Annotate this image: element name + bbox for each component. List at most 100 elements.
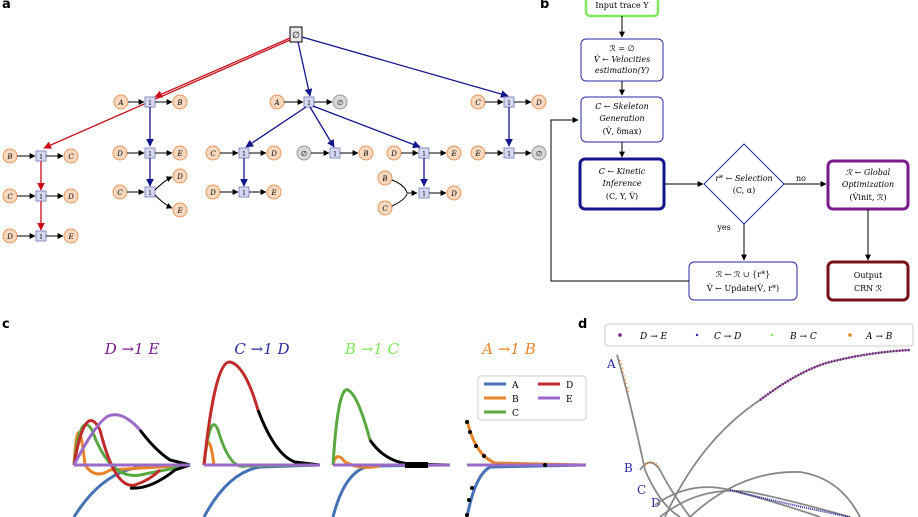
svg-text:1: 1 — [307, 100, 311, 107]
svg-text:C: C — [382, 205, 388, 213]
svg-text:C: C — [68, 153, 74, 161]
svg-text:D: D — [535, 99, 542, 107]
svg-text:A: A — [273, 99, 279, 107]
svg-text:D: D — [6, 233, 13, 241]
edge-root-cd — [301, 36, 509, 98]
legend-d-e: D → E — [639, 332, 667, 342]
edge-root-red — [43, 39, 291, 149]
panel-c-plots: D →1 E C →1 D B →1 C A →1 B — [72, 340, 587, 517]
legend-b: B — [512, 395, 519, 405]
title-c-d: C →1 D — [234, 340, 289, 358]
panel-label-b: b — [540, 0, 549, 12]
svg-text:ℛ = ∅: ℛ = ∅ — [609, 44, 634, 53]
svg-text:A: A — [117, 99, 123, 107]
svg-text:E: E — [474, 150, 480, 158]
reaction-d-e-2: D 1 E — [112, 145, 188, 161]
input-label: Input trace Y — [595, 1, 649, 10]
reaction-c-d-2: C 1 D — [2, 188, 79, 204]
svg-text:1: 1 — [507, 100, 511, 107]
svg-text:E: E — [67, 233, 73, 241]
svg-text:Output: Output — [854, 271, 883, 280]
panel-d-plot: D → E C → D B → C A → B A B C D — [604, 323, 914, 517]
svg-text:D: D — [176, 173, 183, 181]
reaction-tree: ∅ A 1 B A 1 ∅ — [2, 26, 547, 244]
svg-text:1: 1 — [422, 191, 426, 198]
reaction-bc-d: B C 1 D — [377, 170, 462, 216]
reaction-a-empty: A 1 ∅ — [269, 94, 348, 110]
svg-text:C: C — [210, 150, 216, 158]
svg-text:D: D — [270, 150, 277, 158]
title-a-b: A →1 B — [480, 340, 536, 358]
svg-text:1: 1 — [422, 151, 426, 158]
svg-text:∅: ∅ — [301, 150, 307, 158]
svg-text:B: B — [6, 153, 12, 161]
svg-text:1: 1 — [148, 100, 152, 107]
legend-a-b: A → B — [865, 332, 893, 342]
yes-label: yes — [716, 223, 730, 232]
legend-a: A — [511, 381, 519, 391]
svg-text:C ← Skeleton: C ← Skeleton — [595, 102, 648, 111]
svg-text:(V̂init, ℛ): (V̂init, ℛ) — [850, 193, 887, 202]
svg-text:1: 1 — [148, 151, 152, 158]
svg-text:B: B — [176, 99, 182, 107]
output-box — [826, 260, 910, 302]
svg-text:C ← Kinetic: C ← Kinetic — [599, 167, 646, 176]
flowchart: Input trace Y ℛ = ∅ V̂ ← Velocities esti… — [550, 0, 910, 302]
svg-text:E: E — [176, 150, 182, 158]
label-d: D — [651, 496, 661, 510]
svg-text:1: 1 — [242, 190, 246, 197]
reaction-b-c: B 1 C — [2, 148, 79, 164]
panel-label-c: c — [2, 317, 10, 332]
selection-diamond — [703, 143, 785, 225]
svg-text:B: B — [381, 175, 387, 183]
title-d-e: D →1 E — [104, 340, 160, 358]
label-c: C — [637, 483, 646, 497]
plot-3 — [331, 388, 451, 517]
legend-e: E — [566, 395, 573, 405]
reaction-e-empty: E 1 ∅ — [470, 145, 547, 161]
svg-text:1: 1 — [39, 154, 43, 161]
edge-root-a0 — [297, 41, 313, 97]
svg-text:Generation: Generation — [599, 114, 644, 123]
svg-text:ℛ ← Global: ℛ ← Global — [846, 168, 891, 177]
svg-text:1: 1 — [333, 151, 337, 158]
svg-text:(C, Y, V̂): (C, Y, V̂) — [606, 192, 638, 201]
svg-text:D: D — [67, 193, 74, 201]
legend-c: C — [512, 409, 519, 419]
svg-text:D: D — [450, 190, 457, 198]
reaction-c-d: C 1 D — [470, 94, 547, 110]
svg-text:B: B — [362, 150, 368, 158]
svg-text:E: E — [450, 150, 456, 158]
svg-text:D: D — [390, 150, 397, 158]
svg-text:r* ← Selection: r* ← Selection — [715, 174, 772, 183]
svg-text:∅: ∅ — [536, 150, 542, 158]
label-a: A — [606, 357, 616, 371]
legend-d: D — [566, 381, 573, 391]
reaction-d-e-4: D 1 E — [386, 145, 462, 161]
svg-text:V̂ ← Velocities: V̂ ← Velocities — [594, 55, 650, 64]
svg-text:1: 1 — [507, 151, 511, 158]
svg-text:C: C — [7, 193, 13, 201]
svg-text:V̂ ← Update(V̂, r*): V̂ ← Update(V̂, r*) — [706, 284, 779, 293]
update-box — [688, 261, 798, 301]
edge-root-ab — [154, 37, 291, 98]
svg-text:Inference: Inference — [602, 179, 642, 188]
reaction-c-d-e: C 1 D E — [112, 168, 188, 218]
svg-text:D: D — [116, 150, 123, 158]
root-label: ∅ — [292, 31, 300, 41]
svg-text:(C, α): (C, α) — [733, 186, 756, 195]
svg-text:1: 1 — [148, 190, 152, 197]
svg-text:C: C — [475, 99, 481, 107]
svg-text:E: E — [270, 189, 276, 197]
panel-label-d: d — [578, 317, 587, 332]
reaction-a-b: A 1 B — [113, 94, 188, 110]
title-b-c: B →1 C — [344, 340, 400, 358]
panel-label-a: a — [2, 0, 11, 12]
no-label: no — [796, 174, 806, 183]
svg-text:estimation(Y): estimation(Y) — [595, 66, 649, 75]
svg-text:CRN ℛ: CRN ℛ — [854, 284, 883, 293]
reaction-d-e: D 1 E — [2, 228, 79, 244]
svg-text:C: C — [117, 189, 123, 197]
plot-4 — [465, 419, 587, 517]
